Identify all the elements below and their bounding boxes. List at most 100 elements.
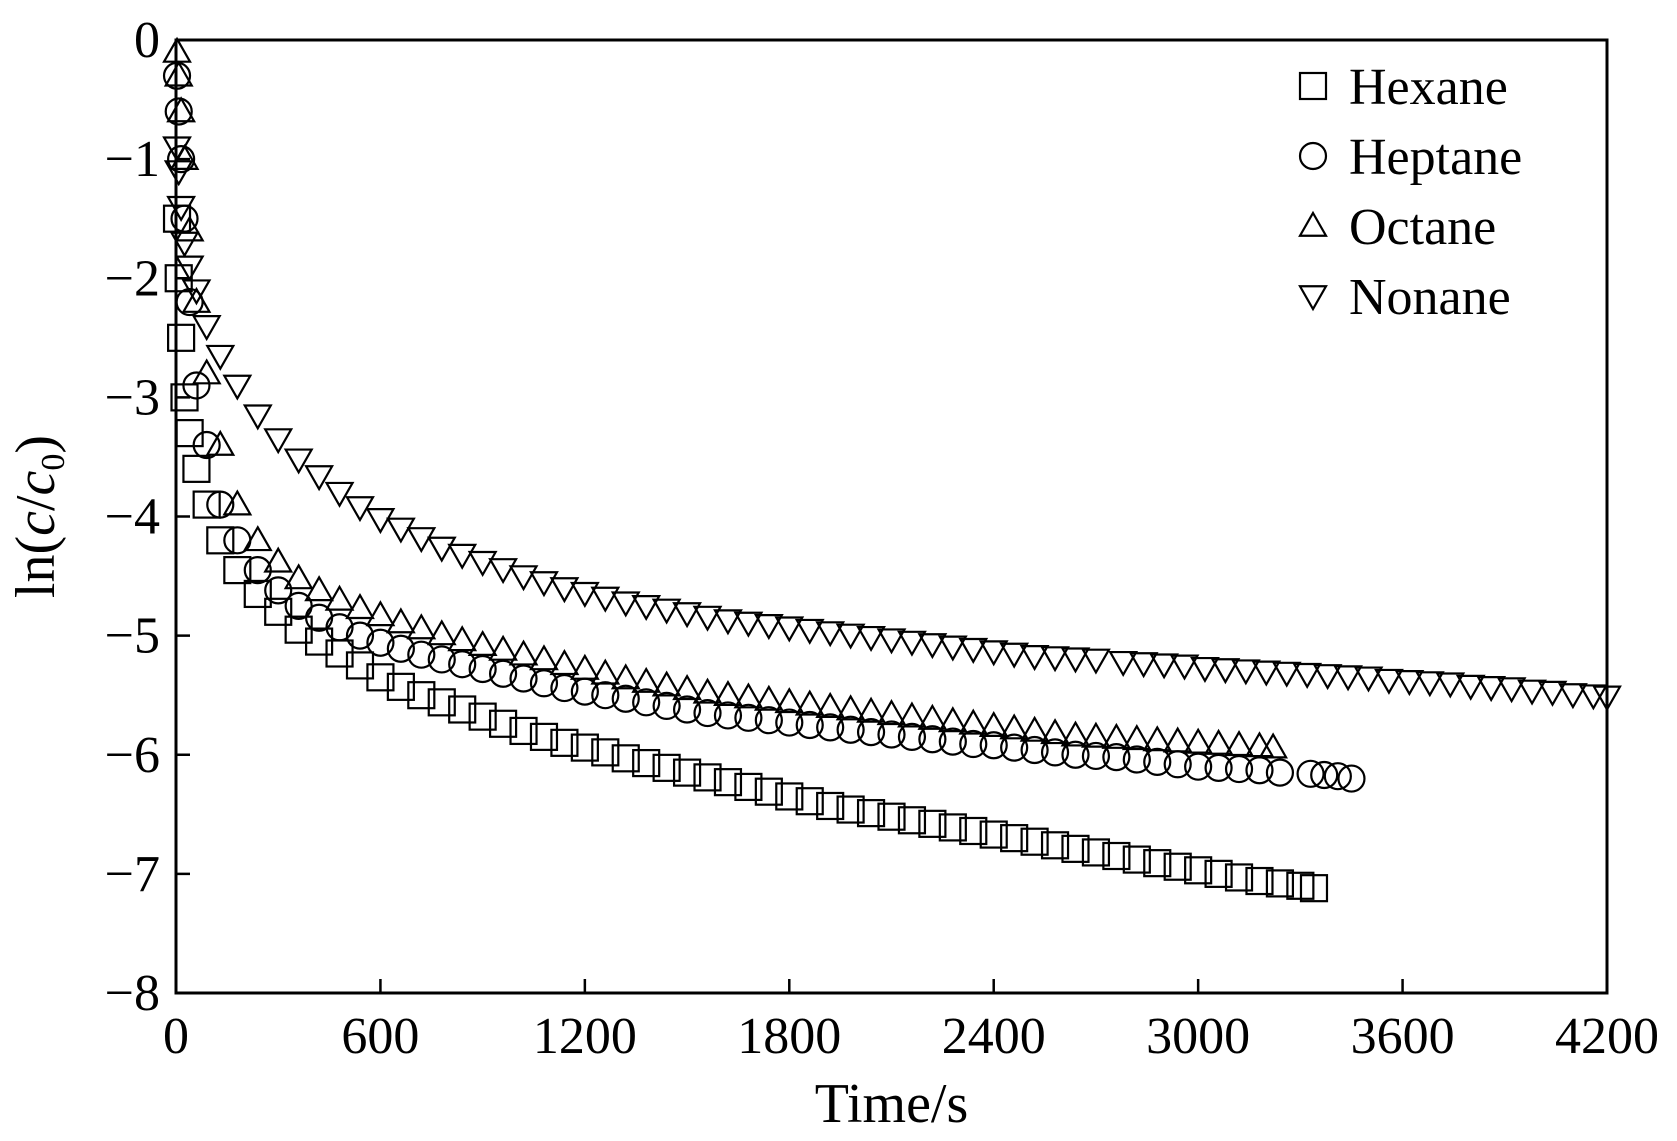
data-point-nonane [978,640,1009,667]
data-point-heptane [1040,738,1070,767]
data-point-nonane [1128,652,1159,679]
data-point-nonane [324,481,355,508]
data-point-nonane [406,527,437,554]
data-point-hexane [468,702,497,731]
x-tick-label: 0 [163,1008,189,1065]
data-point-heptane [1337,764,1366,793]
data-point-nonane [163,160,194,187]
x-tick-label: 4200 [1555,1008,1659,1065]
legend-label-nonane: Nonane [1349,269,1511,326]
data-point-octane [426,619,457,646]
data-point-hexane [1224,863,1254,892]
y-tick-label: −8 [105,965,160,1022]
data-point-heptane [1020,735,1049,765]
data-point-nonane [385,517,416,544]
data-point-octane [385,607,416,634]
data-point-nonane [999,642,1030,669]
data-point-octane [1244,731,1275,758]
data-point-octane [529,644,559,671]
data-point-nonane [1271,661,1302,688]
x-tick-label: 3000 [1146,1008,1250,1065]
data-point-nonane [1169,654,1200,681]
data-point-octane [345,593,375,620]
data-point-hexane [1081,838,1111,867]
data-point-octane [856,696,886,723]
data-point-octane [1101,722,1132,749]
data-point-octane [263,546,294,573]
data-point-heptane [325,613,354,642]
data-point-nonane [1060,647,1091,674]
data-point-nonane [1040,646,1070,673]
x-tick-label: 1200 [533,1008,637,1065]
data-point-octane [191,358,222,385]
data-point-hexane [243,579,272,609]
data-point-nonane [263,428,294,455]
data-point-hexane [448,695,477,724]
data-point-nonane [876,628,907,655]
data-point-hexane [1265,869,1295,898]
data-point-nonane [917,633,948,660]
data-point-heptane [754,706,783,735]
data-point-hexane [386,672,415,701]
data-point-octane [610,663,641,690]
data-point-heptane [243,556,272,585]
data-point-hexane [427,688,456,717]
data-point-hexane [529,722,559,751]
data-point-nonane [815,621,846,648]
data-point-nonane [222,374,253,401]
data-point-nonane [835,623,866,650]
data-point-nonane [174,255,205,282]
data-point-heptane [345,621,375,650]
data-point-heptane [591,681,620,710]
data-point-octane [304,575,334,602]
data-point-hexane [264,597,293,626]
data-point-hexane [734,772,763,802]
data-point-heptane [652,691,681,721]
data-point-octane [488,634,518,661]
data-point-hexane [366,663,395,692]
data-point-heptane [1081,741,1111,771]
data-point-octane [978,710,1009,738]
data-point-nonane [1251,660,1282,687]
legend-label-heptane: Heptane [1349,129,1522,186]
data-point-heptane [1000,733,1029,762]
data-point-hexane [918,809,947,838]
data-point-hexane [1020,827,1049,856]
data-point-heptane [407,640,436,669]
y-axis-title-c0: c [5,470,67,495]
data-point-heptane [366,628,395,657]
data-point-nonane [569,581,600,608]
data-point-octane [774,687,805,714]
data-point-hexane [856,799,886,828]
data-point-heptane [816,713,845,742]
data-point-octane [549,648,580,676]
data-point-octane [590,658,621,685]
data-point-nonane [1149,653,1179,680]
data-point-octane [672,674,702,701]
data-point-hexane [407,681,436,710]
y-tick-label: −3 [105,369,160,426]
data-point-nonane [1292,662,1323,689]
data-point-nonane [733,611,764,638]
data-point-heptane [713,701,743,730]
data-point-hexane [509,716,538,746]
x-axis-title: Time/s [815,1073,969,1135]
data-point-octane [174,215,205,242]
data-point-nonane [1414,671,1445,698]
data-point-octane [1040,718,1070,745]
data-point-hexane [713,768,743,797]
data-point-octane [283,563,314,590]
data-point-heptane [918,725,947,754]
data-point-hexane [795,787,824,816]
data-point-nonane [1019,645,1050,672]
legend-label-hexane: Hexane [1349,59,1508,116]
data-point-octane [1203,728,1234,755]
data-point-heptane [611,684,640,713]
data-point-octane [794,689,825,716]
data-point-octane [365,600,396,627]
data-point-heptane [182,371,211,400]
legend-marker-heptane [1298,141,1328,171]
data-point-hexane [652,753,681,782]
data-point-hexane [192,490,221,519]
